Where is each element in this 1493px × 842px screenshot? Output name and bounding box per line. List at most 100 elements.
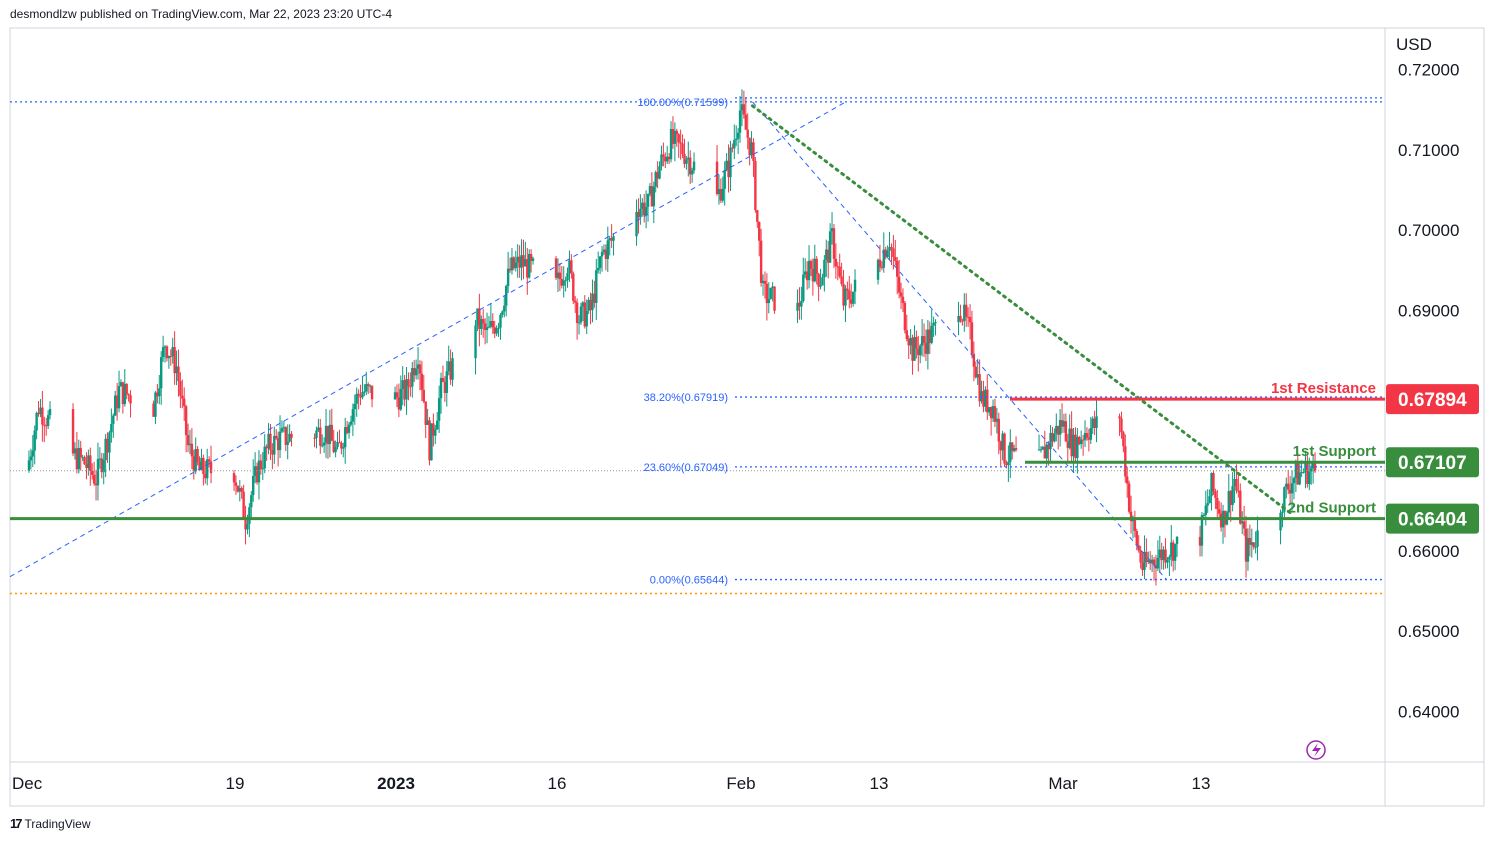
candle bbox=[606, 226, 609, 272]
candle bbox=[650, 172, 654, 207]
candle bbox=[1049, 425, 1052, 463]
price-tag-label: 0.67894 bbox=[1398, 390, 1467, 411]
price-tag[interactable]: 0.67107 bbox=[1386, 447, 1479, 478]
candle bbox=[664, 152, 667, 168]
candle bbox=[1242, 505, 1246, 536]
candle bbox=[765, 273, 769, 321]
candle bbox=[924, 329, 928, 362]
candle bbox=[604, 244, 608, 271]
candle bbox=[368, 384, 372, 393]
candle bbox=[129, 390, 132, 418]
candle bbox=[892, 234, 895, 270]
candle bbox=[499, 313, 502, 340]
candle bbox=[568, 250, 571, 283]
candle bbox=[746, 113, 749, 150]
candle bbox=[1081, 435, 1085, 456]
candle bbox=[75, 432, 79, 474]
candle bbox=[1055, 413, 1058, 442]
candle bbox=[988, 406, 991, 416]
candle bbox=[913, 325, 916, 361]
candle bbox=[1080, 430, 1083, 449]
candle bbox=[528, 249, 531, 279]
candle bbox=[424, 401, 427, 439]
tradingview-logo-text: TradingView bbox=[24, 816, 91, 831]
candle bbox=[255, 462, 259, 485]
candle bbox=[851, 291, 855, 307]
time-axis[interactable]: Dec 19 2023 16 Feb 13 Mar 13 bbox=[12, 774, 1210, 793]
candle bbox=[639, 194, 642, 225]
candle bbox=[353, 394, 356, 425]
candle bbox=[493, 320, 496, 339]
channel-line bbox=[9, 102, 845, 578]
candle bbox=[512, 256, 516, 271]
candle bbox=[878, 244, 882, 273]
price-tag[interactable]: 0.66404 bbox=[1386, 503, 1479, 534]
candle bbox=[514, 250, 517, 272]
candle bbox=[899, 282, 903, 310]
candle bbox=[46, 410, 50, 430]
candle bbox=[430, 423, 433, 461]
candle bbox=[395, 384, 399, 408]
candle bbox=[242, 484, 245, 520]
candle bbox=[1135, 528, 1138, 551]
candle bbox=[158, 374, 161, 405]
candle bbox=[585, 299, 588, 335]
candle bbox=[1068, 414, 1071, 450]
candle bbox=[1037, 434, 1041, 451]
candle bbox=[970, 310, 974, 359]
candle bbox=[727, 144, 730, 193]
x-tick-label: 13 bbox=[1192, 774, 1211, 793]
candle bbox=[884, 246, 887, 260]
candle bbox=[165, 345, 169, 362]
candle bbox=[723, 161, 726, 206]
candle bbox=[437, 385, 441, 433]
candle bbox=[759, 228, 763, 287]
candle bbox=[807, 245, 811, 289]
candle bbox=[269, 423, 272, 461]
x-tick-label: Dec bbox=[12, 774, 43, 793]
candle bbox=[1011, 441, 1014, 460]
candle bbox=[413, 360, 416, 383]
candle bbox=[1227, 473, 1230, 519]
candle bbox=[1087, 428, 1091, 452]
candle bbox=[922, 323, 926, 358]
candle bbox=[1093, 410, 1096, 435]
candle bbox=[1168, 554, 1171, 576]
candle bbox=[876, 258, 880, 285]
price-axis[interactable]: USD 0.720000.710000.700000.690000.680000… bbox=[1386, 35, 1479, 721]
candle bbox=[897, 260, 901, 299]
candle bbox=[518, 245, 521, 278]
candle bbox=[1133, 510, 1137, 538]
candle bbox=[993, 398, 997, 428]
fib-level-label: 38.20%(0.67919) bbox=[644, 392, 728, 404]
x-tick-label: 13 bbox=[870, 774, 889, 793]
candle bbox=[121, 381, 125, 414]
candle bbox=[1091, 416, 1094, 435]
candle bbox=[769, 287, 772, 300]
candle bbox=[520, 239, 523, 281]
candle bbox=[342, 442, 345, 458]
candle bbox=[989, 406, 993, 436]
candle bbox=[579, 302, 583, 325]
candle bbox=[45, 417, 48, 436]
candles bbox=[27, 89, 1317, 586]
candle bbox=[526, 247, 529, 295]
candle bbox=[715, 145, 719, 196]
candle bbox=[117, 370, 121, 413]
candle bbox=[598, 255, 602, 275]
x-tick-label: 2023 bbox=[377, 774, 415, 793]
tradingview-logo[interactable]: 17 TradingView bbox=[10, 816, 91, 831]
candle bbox=[112, 413, 115, 438]
replay-icon[interactable] bbox=[1306, 740, 1326, 760]
candle bbox=[160, 351, 163, 405]
candle bbox=[330, 408, 333, 442]
candle bbox=[811, 258, 815, 296]
candle bbox=[1310, 461, 1313, 485]
price-tag[interactable]: 0.67894 bbox=[1386, 384, 1479, 415]
candle bbox=[280, 420, 284, 434]
candle bbox=[497, 322, 500, 337]
candle bbox=[742, 90, 746, 119]
candle bbox=[290, 431, 293, 447]
candle bbox=[1296, 452, 1299, 485]
